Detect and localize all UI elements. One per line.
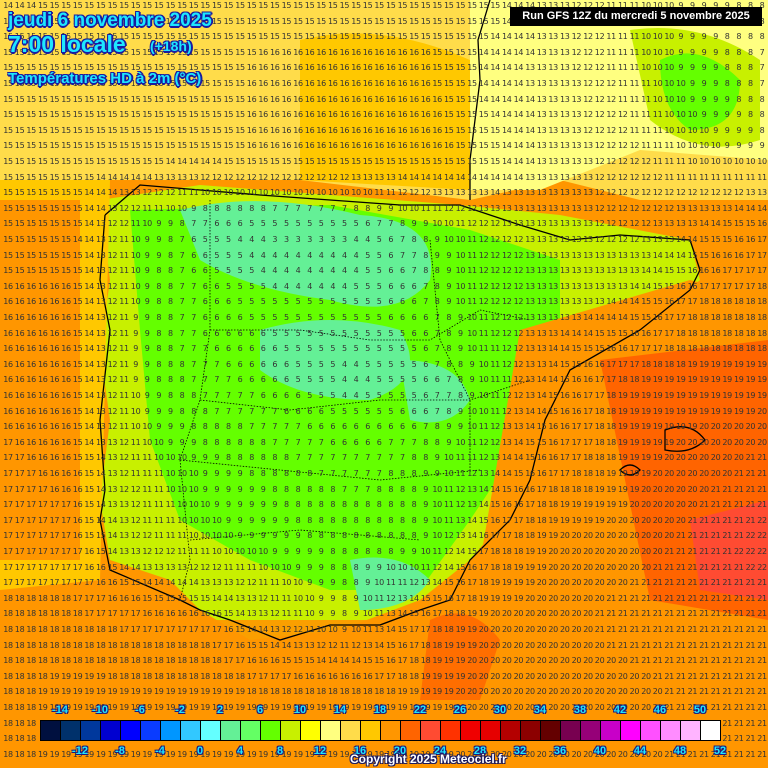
legend-label-bottom: 20 bbox=[394, 745, 406, 757]
legend-swatch bbox=[161, 721, 181, 740]
legend-swatch bbox=[341, 721, 361, 740]
legend-label-bottom: 28 bbox=[474, 745, 486, 757]
legend-label-bottom: 24 bbox=[434, 745, 446, 757]
legend-label-top: 38 bbox=[574, 704, 586, 716]
copyright-text: Copyright 2025 Meteociel.fr bbox=[350, 752, 507, 766]
legend-label-top: 14 bbox=[334, 704, 346, 716]
legend-swatch bbox=[61, 721, 81, 740]
legend-label-top: 42 bbox=[614, 704, 626, 716]
legend-swatch bbox=[641, 721, 661, 740]
legend-label-bottom: 40 bbox=[594, 745, 606, 757]
legend-swatch bbox=[181, 721, 201, 740]
legend-label-bottom: 32 bbox=[514, 745, 526, 757]
forecast-date: jeudi 6 novembre 2025 bbox=[8, 10, 212, 32]
legend-label-top: 22 bbox=[414, 704, 426, 716]
legend-swatch bbox=[121, 721, 141, 740]
color-scale-legend bbox=[40, 720, 721, 741]
legend-swatch bbox=[201, 721, 221, 740]
legend-swatch bbox=[421, 721, 441, 740]
legend-label-top: -2 bbox=[175, 704, 185, 716]
legend-label-bottom: 36 bbox=[554, 745, 566, 757]
legend-swatch bbox=[701, 721, 720, 740]
legend-swatch bbox=[601, 721, 621, 740]
legend-swatch bbox=[661, 721, 681, 740]
legend-swatch bbox=[81, 721, 101, 740]
legend-label-top: 10 bbox=[294, 704, 306, 716]
legend-swatch bbox=[481, 721, 501, 740]
legend-label-top: 2 bbox=[217, 704, 223, 716]
legend-swatch bbox=[261, 721, 281, 740]
legend-swatch bbox=[281, 721, 301, 740]
legend-swatch bbox=[581, 721, 601, 740]
legend-label-bottom: 12 bbox=[314, 745, 326, 757]
legend-label-top: -6 bbox=[135, 704, 145, 716]
legend-label-bottom: 16 bbox=[354, 745, 366, 757]
legend-label-bottom: -12 bbox=[72, 745, 88, 757]
legend-swatch bbox=[301, 721, 321, 740]
legend-label-bottom: 48 bbox=[674, 745, 686, 757]
legend-swatch bbox=[101, 721, 121, 740]
legend-swatch bbox=[141, 721, 161, 740]
variable-title: Températures HD à 2m (°C) bbox=[8, 70, 201, 87]
legend-swatch bbox=[501, 721, 521, 740]
legend-label-top: -14 bbox=[52, 704, 68, 716]
legend-label-top: 46 bbox=[654, 704, 666, 716]
legend-label-bottom: 52 bbox=[714, 745, 726, 757]
legend-swatch bbox=[461, 721, 481, 740]
legend-swatch bbox=[321, 721, 341, 740]
legend-label-bottom: 4 bbox=[237, 745, 243, 757]
legend-swatch bbox=[361, 721, 381, 740]
legend-swatch bbox=[381, 721, 401, 740]
legend-swatch bbox=[561, 721, 581, 740]
legend-swatch bbox=[681, 721, 701, 740]
legend-label-top: 30 bbox=[494, 704, 506, 716]
legend-label-top: 50 bbox=[694, 704, 706, 716]
legend-swatch bbox=[541, 721, 561, 740]
legend-label-bottom: 0 bbox=[197, 745, 203, 757]
legend-swatch bbox=[241, 721, 261, 740]
legend-swatch bbox=[521, 721, 541, 740]
legend-label-bottom: -8 bbox=[115, 745, 125, 757]
legend-swatch bbox=[41, 721, 61, 740]
legend-label-top: 34 bbox=[534, 704, 546, 716]
legend-swatch bbox=[401, 721, 421, 740]
legend-label-bottom: 44 bbox=[634, 745, 646, 757]
legend-label-top: -10 bbox=[92, 704, 108, 716]
legend-label-top: 26 bbox=[454, 704, 466, 716]
legend-swatch bbox=[221, 721, 241, 740]
legend-swatch bbox=[621, 721, 641, 740]
model-run-label: Run GFS 12Z du mercredi 5 novembre 2025 bbox=[510, 7, 762, 26]
forecast-time: 7:00 locale bbox=[8, 31, 126, 58]
legend-label-bottom: -4 bbox=[155, 745, 165, 757]
legend-label-top: 6 bbox=[257, 704, 263, 716]
legend-label-bottom: 8 bbox=[277, 745, 283, 757]
legend-swatch bbox=[441, 721, 461, 740]
legend-label-top: 18 bbox=[374, 704, 386, 716]
forecast-offset: (+18h) bbox=[150, 38, 192, 54]
